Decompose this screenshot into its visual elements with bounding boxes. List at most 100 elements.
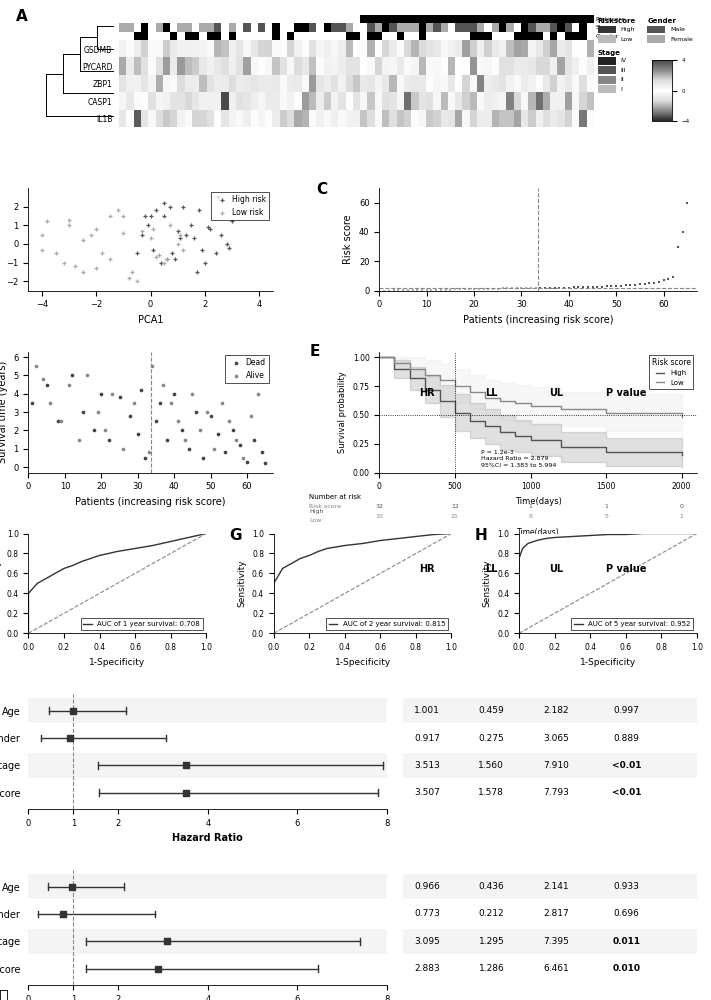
Low risk — [63, 217, 75, 233]
Alive — [30, 358, 41, 374]
Dead — [88, 422, 100, 438]
Dead — [136, 382, 147, 398]
Point — [249, 432, 260, 448]
Point — [421, 282, 432, 298]
Bar — [403, 929, 697, 954]
Point — [161, 432, 173, 448]
Low risk — [90, 221, 102, 237]
High risk — [199, 255, 210, 271]
Dead — [96, 386, 107, 402]
High — [451, 407, 459, 419]
Point — [535, 280, 546, 296]
Low — [451, 380, 459, 392]
High risk — [142, 217, 154, 233]
Text: 21: 21 — [451, 514, 459, 519]
Text: I: I — [621, 87, 622, 92]
Point — [572, 279, 584, 295]
Low — [602, 407, 610, 419]
Low — [511, 397, 520, 409]
Low risk — [123, 270, 134, 286]
Low risk — [126, 264, 137, 280]
Text: 0.773: 0.773 — [414, 909, 440, 918]
Point — [558, 280, 570, 296]
High risk — [145, 208, 156, 224]
Point — [554, 280, 565, 296]
Text: Low: Low — [309, 518, 322, 523]
Low risk — [161, 251, 173, 267]
Point — [501, 280, 513, 296]
Low — [496, 395, 505, 407]
High — [436, 395, 444, 407]
Point — [473, 281, 484, 297]
Point — [426, 282, 437, 298]
Point — [597, 279, 608, 295]
Alive — [55, 413, 67, 429]
Point — [549, 280, 560, 296]
Point — [663, 271, 674, 287]
High — [405, 372, 414, 384]
Point — [213, 426, 224, 442]
Point — [180, 785, 191, 801]
Bar — [598, 76, 616, 84]
Low risk — [58, 255, 70, 271]
Low risk — [172, 236, 183, 252]
Point — [237, 450, 249, 466]
Dead — [132, 426, 144, 442]
Point — [634, 276, 646, 292]
Point — [449, 281, 461, 297]
Low risk — [85, 227, 97, 243]
Bar — [598, 35, 616, 43]
Bar — [598, 57, 616, 65]
Text: 1.286: 1.286 — [479, 964, 504, 973]
Text: 1.560: 1.560 — [479, 761, 504, 770]
Bar — [28, 753, 387, 778]
Point — [150, 413, 161, 429]
Text: 1: 1 — [680, 514, 683, 519]
Point — [625, 277, 636, 293]
Low risk — [132, 273, 143, 289]
High risk — [161, 251, 173, 267]
Low risk — [112, 202, 124, 218]
High — [481, 420, 489, 432]
Legend: AUC of 1 year survival: 0.708: AUC of 1 year survival: 0.708 — [80, 618, 203, 630]
Low risk — [63, 212, 75, 228]
Point — [577, 279, 589, 295]
Low risk — [159, 255, 170, 271]
High risk — [172, 223, 183, 239]
Text: 2.182: 2.182 — [543, 706, 569, 715]
Low — [390, 357, 399, 369]
Point — [601, 278, 612, 294]
High risk — [210, 245, 221, 261]
Text: 6.461: 6.461 — [543, 964, 569, 973]
Bar — [28, 929, 387, 954]
Point — [392, 282, 404, 298]
Text: 0.917: 0.917 — [414, 734, 440, 743]
Point — [568, 279, 579, 295]
Dead — [139, 450, 151, 466]
Point — [672, 239, 683, 255]
High risk — [196, 242, 208, 258]
High risk — [178, 199, 189, 215]
Low risk — [77, 232, 88, 248]
Text: LL: LL — [485, 564, 498, 574]
Text: High: High — [309, 509, 324, 514]
Text: 1.578: 1.578 — [479, 788, 504, 797]
Text: UL: UL — [549, 388, 563, 398]
High risk — [156, 255, 167, 271]
High risk — [215, 227, 227, 243]
Legend: High, Low: High, Low — [648, 355, 693, 389]
Point — [154, 395, 166, 411]
Low — [420, 369, 429, 381]
Point — [464, 281, 475, 297]
Text: 0: 0 — [680, 504, 683, 509]
Point — [230, 432, 242, 448]
Point — [191, 404, 202, 420]
Point — [544, 280, 555, 296]
Text: 1: 1 — [604, 504, 608, 509]
Text: High: High — [621, 27, 635, 32]
Point — [68, 703, 79, 719]
Point — [658, 272, 669, 288]
Text: 12: 12 — [451, 504, 459, 509]
Point — [483, 281, 494, 297]
Text: 0.997: 0.997 — [614, 706, 639, 715]
